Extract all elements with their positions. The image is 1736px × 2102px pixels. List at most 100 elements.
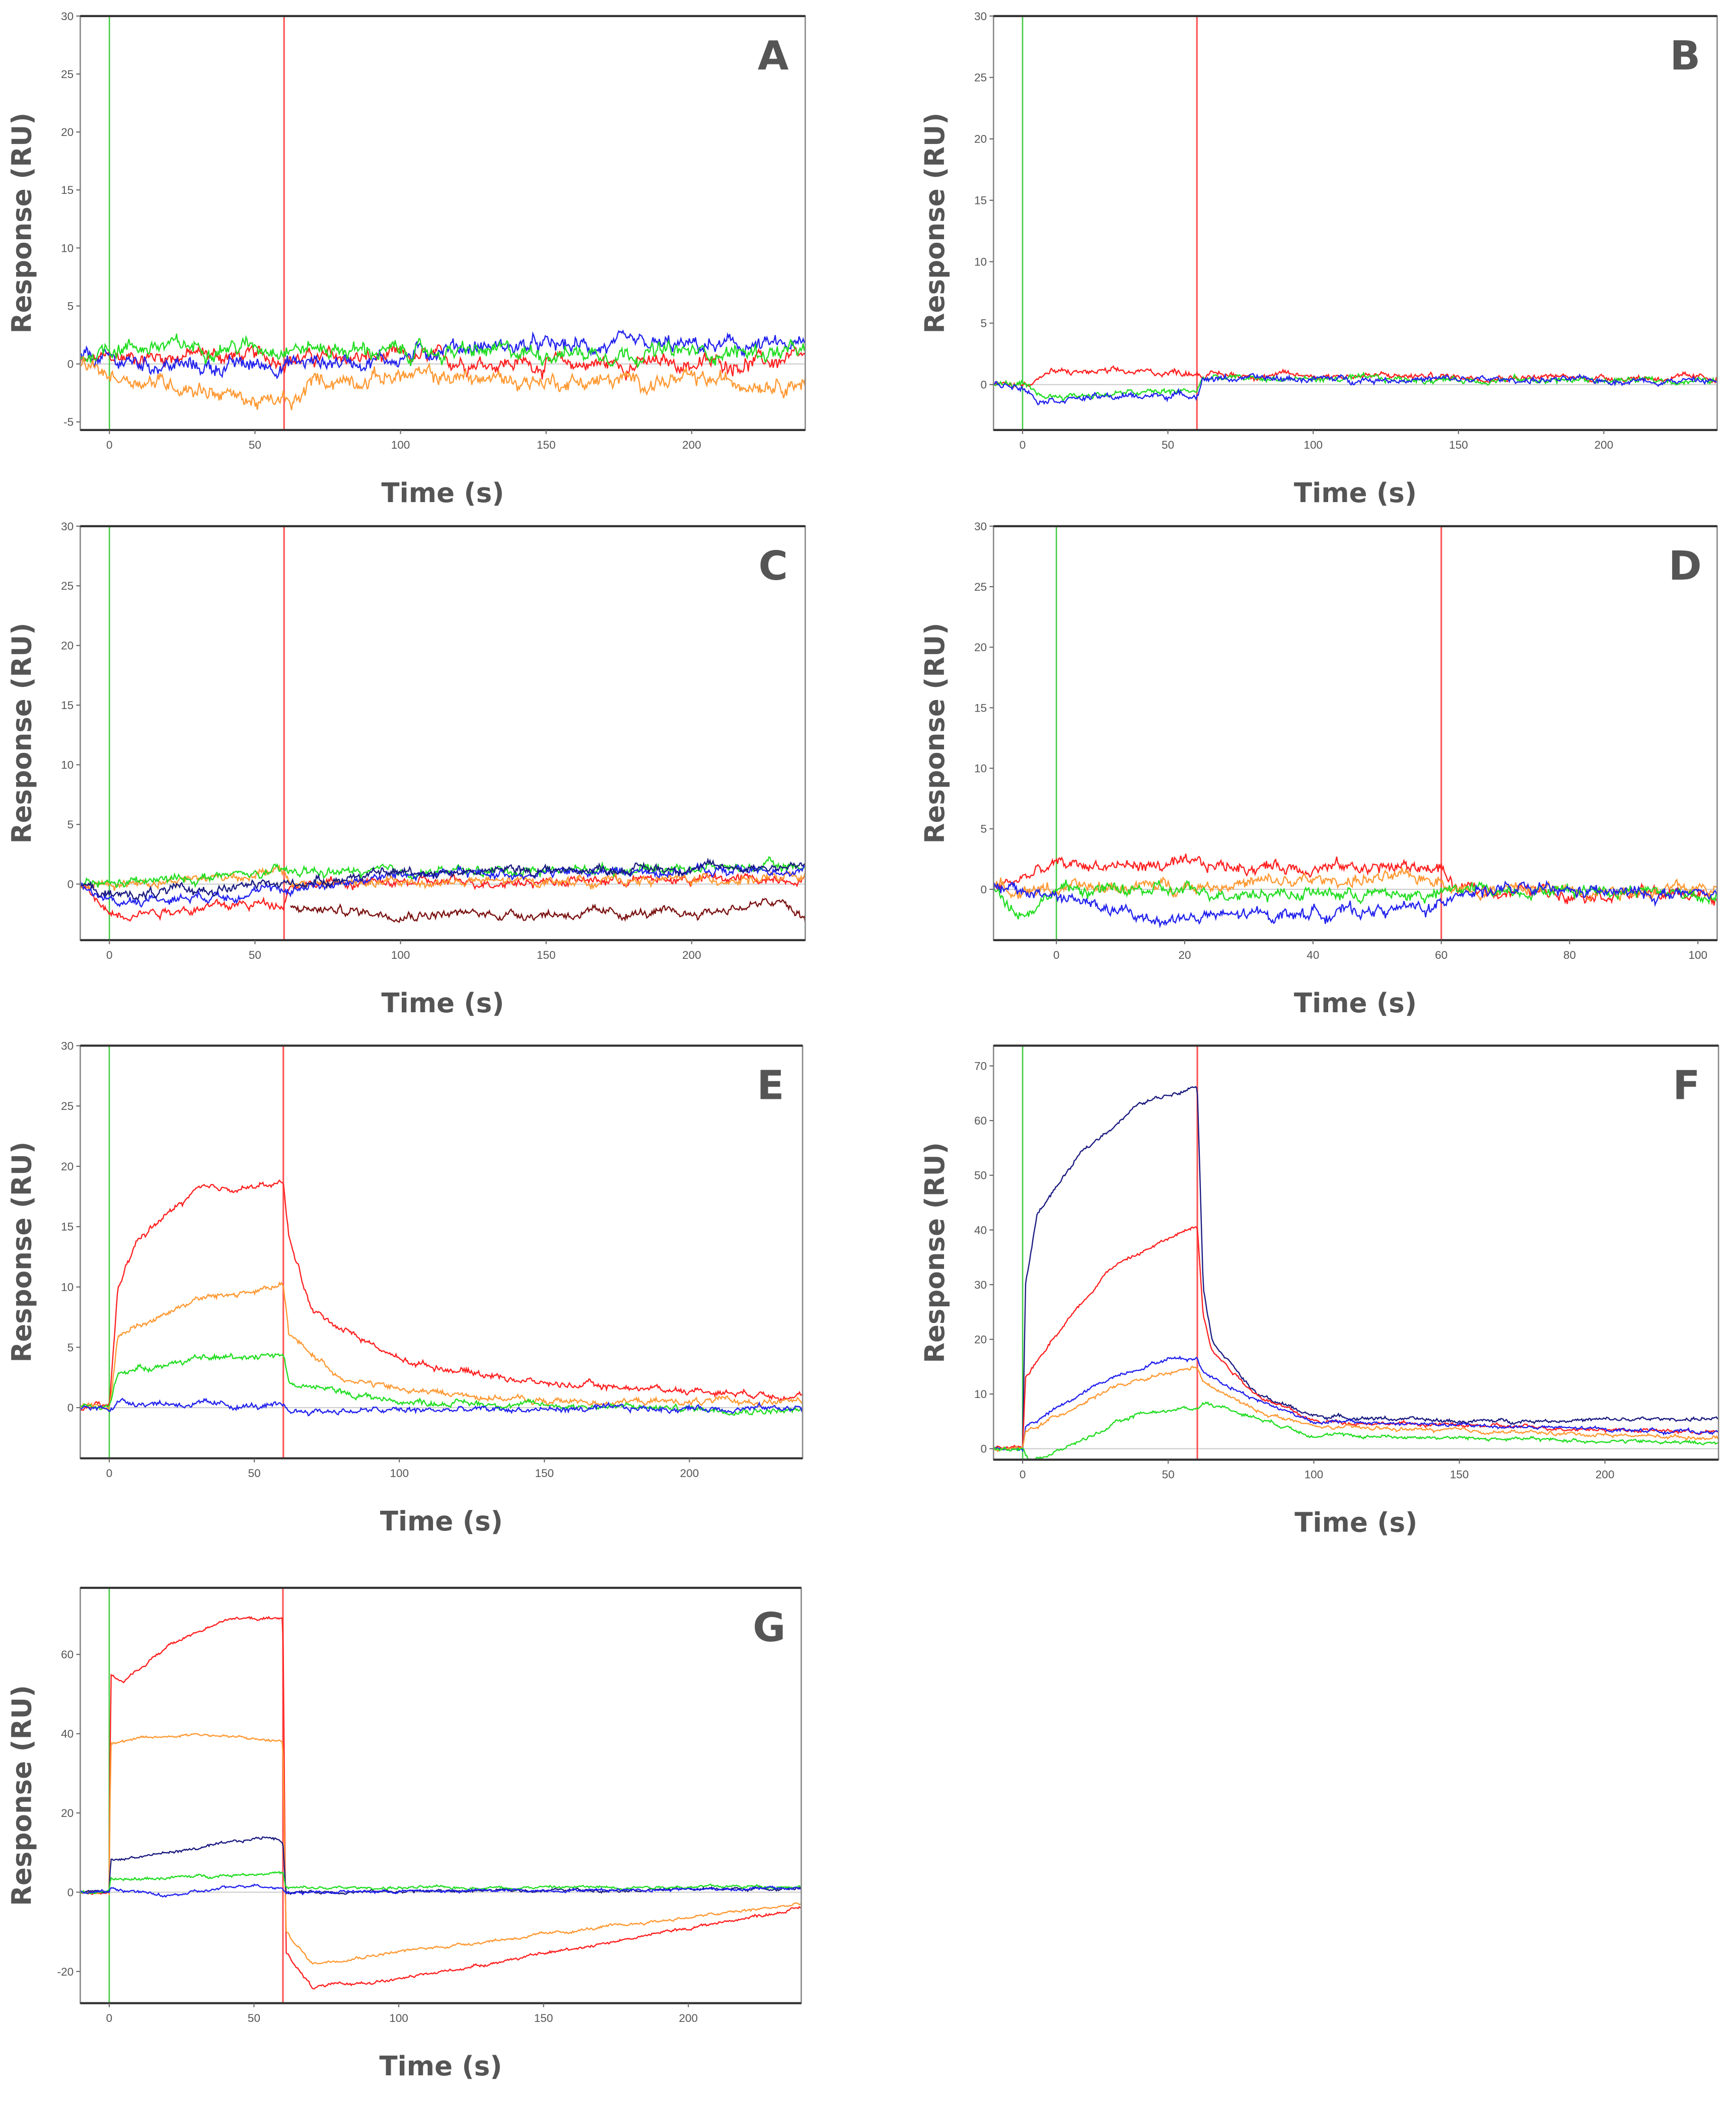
x-tick-label: 20 [1178,949,1191,961]
y-tick-label: 30 [974,520,987,533]
panel-letter: D [1669,542,1702,589]
x-axis-label: Time (s) [1294,988,1417,1019]
y-tick-label: 5 [980,317,987,330]
x-tick-label: 150 [537,439,556,451]
x-tick-label: 150 [1449,439,1468,451]
series-line-navy [80,857,806,901]
x-tick-label: 200 [682,949,701,961]
series-line-blue [80,329,806,380]
panel-letter: G [753,1604,785,1651]
series-line-blue [993,373,1717,406]
y-tick-label: 5 [67,1341,74,1354]
x-tick-label: 150 [534,2012,553,2024]
y-axis-label: Response (RU) [6,1142,37,1363]
y-tick-label: 15 [974,702,987,714]
series-line-green [80,333,806,369]
series-line-blue [80,1883,802,1898]
x-axis-label: Time (s) [1294,477,1417,509]
y-axis-label: Response (RU) [919,112,951,333]
x-tick-label: 0 [106,949,113,961]
x-tick-label: 100 [389,2012,408,2024]
y-tick-label: 50 [974,1169,987,1182]
panel-letter: A [758,32,789,79]
y-tick-label: 0 [67,1402,74,1414]
y-tick-label: 20 [974,641,987,654]
x-tick-label: 200 [679,2012,698,2024]
series-line-orange [80,356,806,410]
y-tick-label: 30 [61,1039,74,1052]
y-tick-label: 25 [61,580,74,592]
series-line-red [993,1226,1719,1450]
x-tick-label: 0 [106,2012,113,2024]
x-axis-label: Time (s) [381,477,504,509]
series-line-green [993,1401,1719,1460]
y-tick-label: 10 [61,242,74,254]
y-tick-label: 40 [61,1728,74,1740]
x-tick-label: 0 [106,1467,113,1480]
series-line-orange [80,1733,802,1965]
x-tick-label: 150 [1450,1468,1469,1481]
y-tick-label: 30 [974,1279,987,1291]
x-tick-label: 100 [1305,1468,1324,1481]
series-line-blue [993,1355,1719,1452]
series-line-green [80,1871,802,1895]
x-tick-label: 50 [248,2012,260,2024]
series-line-navy [993,1086,1719,1451]
series-line-green [993,879,1717,920]
x-tick-label: 50 [249,949,261,961]
x-tick-label: 100 [391,949,410,961]
y-tick-label: 20 [61,1160,74,1173]
x-tick-label: 200 [1595,439,1614,451]
y-tick-label: 30 [61,520,74,533]
x-tick-label: 150 [537,949,556,961]
x-tick-label: 80 [1563,949,1576,961]
x-tick-label: 200 [680,1467,699,1480]
y-tick-label: 10 [974,762,987,775]
series-line-green [80,1352,803,1416]
y-tick-label: -5 [63,416,74,429]
series-line-orange [993,1365,1719,1453]
y-axis-label: Response (RU) [919,1142,951,1363]
panel-letter: F [1673,1062,1700,1108]
y-tick-label: 10 [61,759,74,772]
y-tick-label: 60 [974,1114,987,1127]
x-tick-label: 0 [1053,949,1060,961]
y-tick-label: 20 [61,1807,74,1819]
y-tick-label: 5 [980,823,987,835]
x-tick-label: 50 [249,439,261,451]
x-tick-label: 100 [390,1467,409,1480]
y-tick-label: 25 [974,581,987,593]
y-tick-label: 15 [61,699,74,712]
x-axis-label: Time (s) [381,988,504,1019]
y-tick-label: 10 [61,1281,74,1294]
y-tick-label: 15 [974,194,987,207]
series-line-blue [80,1397,803,1417]
plot-frame [80,1587,802,2004]
x-tick-label: 100 [1304,439,1323,451]
y-tick-label: 20 [61,640,74,652]
y-tick-label: 30 [61,10,74,23]
y-tick-label: 0 [67,1886,74,1899]
y-tick-label: 10 [974,1388,987,1400]
series-line-orange [80,1281,803,1412]
y-tick-label: 25 [61,1100,74,1112]
y-tick-label: 25 [61,68,74,81]
x-tick-label: 200 [1596,1468,1615,1481]
panel-letter: C [759,542,788,589]
y-tick-label: 5 [67,300,74,312]
x-axis-label: Time (s) [1294,1507,1417,1538]
series-line-red [993,853,1717,906]
x-axis-label: Time (s) [380,1506,503,1537]
panel-d: 0 20 40 60 80 100 0 5 10 15 20 25 30 Time (s) Response… [919,520,1718,1019]
y-tick-label: 30 [974,10,987,23]
plot-frame [992,1045,1719,1460]
panel-f: 0 50 100 150 200 0 10 20 30 40 50 60 70 Time (s) Respo… [919,1044,1719,1538]
plot-frame [80,1045,804,1459]
y-tick-label: 0 [67,358,74,371]
panel-letter: E [757,1062,784,1108]
y-tick-label: 40 [974,1224,987,1236]
y-tick-label: 5 [67,818,74,831]
series-line-red [80,1179,803,1411]
y-tick-label: 0 [980,379,987,391]
